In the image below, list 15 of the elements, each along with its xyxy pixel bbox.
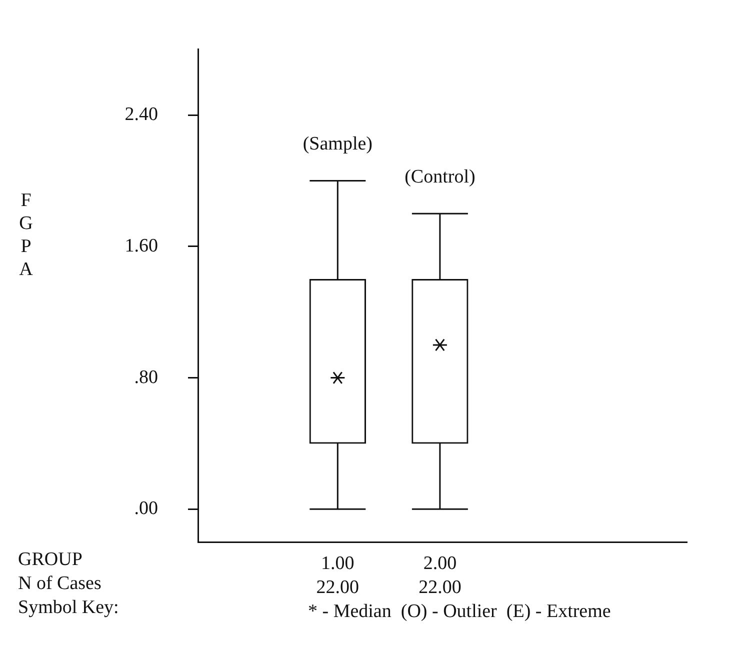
y-tick-label: 2.40 bbox=[124, 104, 158, 126]
y-tick-label: .80 bbox=[134, 366, 158, 388]
text: * - Median (O) - Outlier (E) - Extreme bbox=[308, 600, 611, 622]
text: Symbol Key: bbox=[18, 596, 119, 618]
annotation: (Sample) bbox=[302, 134, 372, 155]
y-tick-label: .00 bbox=[134, 498, 158, 520]
x-tick-label: 2.00 bbox=[423, 552, 457, 574]
x-tick-label: 1.00 bbox=[321, 552, 354, 574]
text: 22.00 bbox=[418, 576, 462, 598]
annotation: (Control) bbox=[404, 166, 476, 188]
text: N of Cases bbox=[18, 572, 102, 594]
text: 22.00 bbox=[316, 576, 360, 598]
y-axis-title: FGPA bbox=[19, 190, 34, 280]
y-tick-label: 1.60 bbox=[124, 235, 158, 256]
x-axis-title: GROUP bbox=[18, 548, 82, 570]
